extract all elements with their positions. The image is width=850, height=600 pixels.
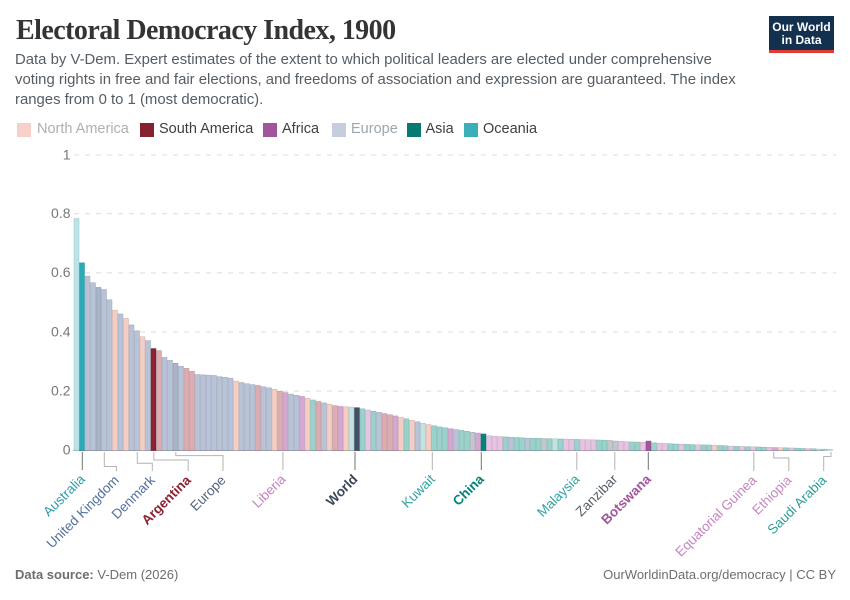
svg-text:0.6: 0.6 — [51, 264, 71, 280]
svg-text:0.2: 0.2 — [51, 382, 71, 398]
svg-text:Kuwait: Kuwait — [399, 471, 438, 510]
svg-text:China: China — [450, 471, 487, 508]
svg-text:World: World — [323, 472, 360, 509]
svg-text:0: 0 — [63, 442, 71, 458]
svg-text:Liberia: Liberia — [249, 471, 289, 511]
svg-text:0.8: 0.8 — [51, 205, 71, 221]
svg-text:0.4: 0.4 — [51, 323, 71, 339]
svg-text:Equatorial Guinea: Equatorial Guinea — [672, 472, 759, 559]
svg-text:Europe: Europe — [187, 473, 228, 514]
svg-text:1: 1 — [63, 146, 71, 162]
